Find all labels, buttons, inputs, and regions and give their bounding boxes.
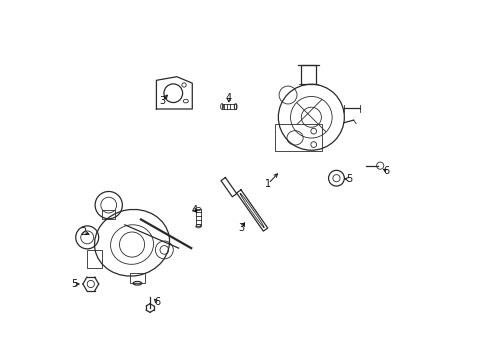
Text: 5: 5 bbox=[72, 279, 78, 289]
Text: 3: 3 bbox=[238, 224, 245, 233]
Text: 6: 6 bbox=[384, 166, 390, 176]
Text: 5: 5 bbox=[346, 174, 352, 184]
Text: 6: 6 bbox=[154, 297, 160, 307]
Text: 3: 3 bbox=[159, 96, 166, 106]
Text: 4: 4 bbox=[192, 206, 198, 216]
Text: 1: 1 bbox=[265, 179, 271, 189]
Text: 4: 4 bbox=[226, 93, 232, 103]
Text: 2: 2 bbox=[80, 227, 86, 237]
